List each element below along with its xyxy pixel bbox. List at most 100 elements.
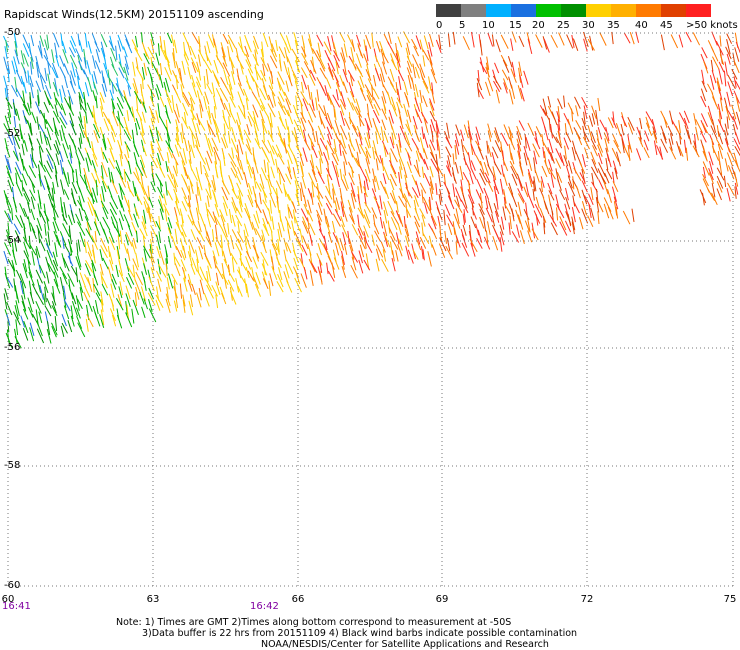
wind-barb [341, 179, 348, 192]
wind-barb [519, 88, 525, 102]
wind-barb [439, 188, 443, 203]
wind-barb [373, 74, 377, 87]
wind-barb [414, 221, 421, 234]
wind-barb [71, 123, 77, 136]
wind-barb [67, 214, 73, 226]
wind-barb [195, 207, 200, 221]
wind-barb [63, 171, 70, 187]
wind-barb [262, 122, 268, 134]
wind-barb [63, 202, 67, 218]
wind-barb [275, 158, 279, 174]
wind-barb [28, 175, 36, 188]
wind-barb [51, 322, 58, 336]
lon-label: 69 [435, 594, 449, 605]
wind-barb [716, 125, 720, 137]
wind-barb [213, 59, 219, 74]
wind-barb [293, 119, 301, 133]
wind-barb [294, 180, 299, 194]
wind-barb [475, 133, 480, 146]
lon-label: 66 [291, 594, 305, 605]
wind-barb [173, 300, 178, 312]
wind-barb [102, 111, 111, 125]
wind-barb [383, 143, 387, 158]
wind-barb [116, 102, 124, 117]
wind-barb [52, 264, 59, 278]
wind-barb [335, 89, 339, 101]
wind-barb [55, 97, 63, 110]
wind-barb [53, 92, 58, 106]
wind-barb [587, 215, 594, 228]
wind-barb [262, 278, 269, 290]
wind-speed-legend: 0 5 10 15 20 25 30 35 40 45 >50 knots [436, 4, 738, 38]
wind-barb [191, 257, 198, 272]
wind-barb [695, 119, 703, 134]
wind-barb [500, 34, 509, 49]
wind-barb [190, 229, 196, 241]
wind-barb [653, 140, 658, 156]
wind-barb [206, 231, 212, 246]
wind-barb [516, 173, 524, 189]
wind-barb [55, 55, 60, 67]
wind-barb [479, 192, 483, 209]
wind-barb [126, 304, 129, 320]
wind-barb [118, 286, 123, 299]
wind-barb [543, 38, 550, 53]
wind-barb [277, 238, 280, 253]
wind-barb [341, 255, 345, 270]
wind-barb [702, 173, 709, 187]
wind-barb [519, 230, 525, 245]
wind-barb [127, 224, 133, 237]
wind-barb [405, 202, 409, 218]
wind-barb [208, 105, 211, 118]
wind-barb [132, 237, 137, 249]
wind-barb [470, 160, 476, 171]
wind-barb [302, 216, 308, 229]
wind-barb [726, 187, 731, 202]
wind-barb [56, 234, 62, 248]
wind-barb [196, 203, 200, 215]
wind-barb [198, 287, 202, 301]
wind-barb [438, 34, 442, 50]
wind-barb [316, 34, 324, 47]
wind-barb [52, 251, 59, 267]
wind-barb [701, 47, 708, 59]
wind-barb [597, 211, 600, 225]
wind-barb [165, 249, 169, 264]
wind-barb [684, 124, 690, 139]
wind-barb [389, 136, 395, 149]
wind-barb [590, 166, 599, 180]
wind-barb [181, 123, 185, 139]
wind-barb [325, 116, 333, 130]
wind-barb [67, 255, 74, 267]
wind-barb [390, 210, 400, 226]
wind-barb [485, 230, 489, 244]
wind-barb [38, 160, 46, 173]
wind-barb [70, 35, 77, 47]
wind-barb [79, 111, 83, 123]
wind-barb [278, 116, 287, 130]
wind-barb [374, 55, 381, 68]
wind-barb [254, 130, 260, 145]
wind-barb [711, 183, 716, 198]
wind-barb [101, 283, 109, 296]
wind-barb [71, 182, 78, 194]
wind-barb [155, 126, 160, 142]
wind-barb [398, 213, 404, 227]
wind-barb [43, 293, 46, 306]
wind-barb [411, 187, 419, 198]
wind-barb [604, 172, 610, 184]
wind-barb [244, 203, 251, 219]
wind-barb [35, 55, 40, 71]
wind-barb [446, 214, 454, 227]
wind-barb [645, 122, 653, 136]
wind-barb [108, 236, 116, 250]
wind-barb [422, 95, 428, 108]
wind-barb [277, 96, 284, 109]
wind-barb [565, 196, 571, 210]
wind-barb [431, 82, 434, 95]
wind-barb [91, 74, 96, 89]
wind-barb [539, 105, 547, 116]
wind-barb [717, 131, 724, 145]
wind-barb [327, 92, 332, 105]
wind-barb [13, 200, 18, 213]
